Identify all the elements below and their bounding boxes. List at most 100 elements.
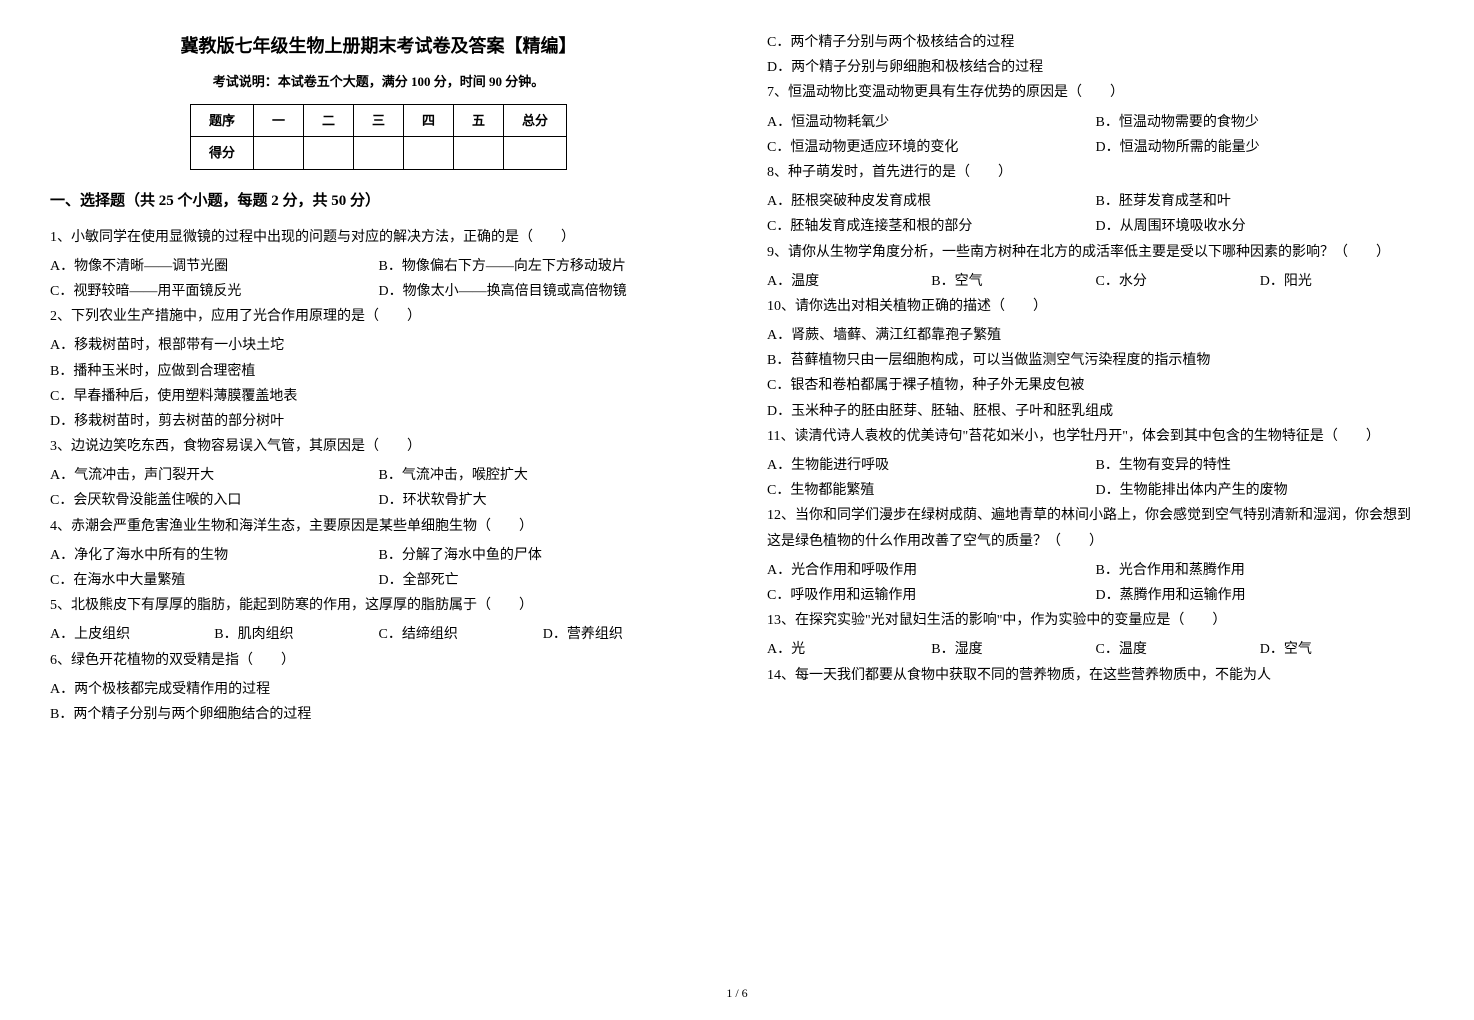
question-option: D．蒸腾作用和运输作用 [1096, 583, 1425, 608]
score-table-cell [454, 137, 504, 169]
question-option: B．气流冲击，喉腔扩大 [379, 463, 708, 488]
question-option: B．分解了海水中鱼的尸体 [379, 543, 708, 568]
section-header: 一、选择题（共 25 个小题，每题 2 分，共 50 分） [50, 188, 707, 215]
question-options: A．气流冲击，声门裂开大B．气流冲击，喉腔扩大C．会厌软骨没能盖住喉的入口D．环… [50, 463, 707, 513]
question-option: A．净化了海水中所有的生物 [50, 543, 379, 568]
question-option: B．胚芽发育成茎和叶 [1096, 189, 1425, 214]
question-stem: 2、下列农业生产措施中，应用了光合作用原理的是（ ） [50, 304, 707, 329]
question-option: C．恒温动物更适应环境的变化 [767, 135, 1096, 160]
question-option: B．苔藓植物只由一层细胞构成，可以当做监测空气污染程度的指示植物 [767, 348, 1424, 373]
question-option: B．恒温动物需要的食物少 [1096, 110, 1425, 135]
left-questions-container: 1、小敏同学在使用显微镜的过程中出现的问题与对应的解决方法，正确的是（ ） A．物… [50, 225, 707, 728]
question-option: C．呼吸作用和运输作用 [767, 583, 1096, 608]
question-option: D．从周围环境吸收水分 [1096, 214, 1425, 239]
question-option: A．两个极核都完成受精作用的过程 [50, 677, 707, 702]
question-option: B．生物有变异的特性 [1096, 453, 1425, 478]
question-stem: 13、在探究实验"光对鼠妇生活的影响"中，作为实验中的变量应是（ ） [767, 608, 1424, 633]
question-option: A．恒温动物耗氧少 [767, 110, 1096, 135]
score-table-header: 总分 [504, 104, 567, 136]
question-stem: 10、请你选出对相关植物正确的描述（ ） [767, 294, 1424, 319]
question-options: A．上皮组织B．肌肉组织C．结缔组织D．营养组织 [50, 622, 707, 647]
score-table-header: 五 [454, 104, 504, 136]
question-options: A．恒温动物耗氧少B．恒温动物需要的食物少C．恒温动物更适应环境的变化D．恒温动… [767, 110, 1424, 160]
question-option: C．生物都能繁殖 [767, 478, 1096, 503]
score-table-header: 三 [353, 104, 403, 136]
right-column: C．两个精子分别与两个极核结合的过程D．两个精子分别与卵细胞和极核结合的过程7、… [767, 30, 1424, 727]
question-options: A．胚根突破种皮发育成根B．胚芽发育成茎和叶C．胚轴发育成连接茎和根的部分D．从… [767, 189, 1424, 239]
question-option: D．物像太小——换高倍目镜或高倍物镜 [379, 279, 708, 304]
question-option: A．肾蕨、墙藓、满江红都靠孢子繁殖 [767, 323, 1424, 348]
question-option: D．全部死亡 [379, 568, 708, 593]
question-options: A．温度B．空气C．水分D．阳光 [767, 269, 1424, 294]
question-option: B．光合作用和蒸腾作用 [1096, 558, 1425, 583]
question-option: D．移栽树苗时，剪去树苗的部分树叶 [50, 409, 707, 434]
question-option: C．早春播种后，使用塑料薄膜覆盖地表 [50, 384, 707, 409]
question-option: D．环状软骨扩大 [379, 488, 708, 513]
question-option: A．光 [767, 637, 931, 662]
question-option: B．湿度 [931, 637, 1095, 662]
question-option: C．视野较暗——用平面镜反光 [50, 279, 379, 304]
score-table-cell [253, 137, 303, 169]
question-stem: 11、读清代诗人袁枚的优美诗句"苔花如米小，也学牡丹开"，体会到其中包含的生物特… [767, 424, 1424, 449]
score-table-header: 一 [253, 104, 303, 136]
question-option: D．空气 [1260, 637, 1424, 662]
question-option: A．光合作用和呼吸作用 [767, 558, 1096, 583]
question-stem: 3、边说边笑吃东西，食物容易误入气管，其原因是（ ） [50, 434, 707, 459]
question-option: D．营养组织 [543, 622, 707, 647]
question-option: B．物像偏右下方——向左下方移动玻片 [379, 254, 708, 279]
question-option: A．移栽树苗时，根部带有一小块土坨 [50, 333, 707, 358]
question-option: D．恒温动物所需的能量少 [1096, 135, 1425, 160]
question-option: B．两个精子分别与两个卵细胞结合的过程 [50, 702, 707, 727]
question-stem: 6、绿色开花植物的双受精是指（ ） [50, 648, 707, 673]
score-table-cell [303, 137, 353, 169]
score-table-cell [353, 137, 403, 169]
question-options: A．两个极核都完成受精作用的过程B．两个精子分别与两个卵细胞结合的过程 [50, 677, 707, 727]
question-option: C．会厌软骨没能盖住喉的入口 [50, 488, 379, 513]
score-table-cell [404, 137, 454, 169]
question-stem: 7、恒温动物比变温动物更具有生存优势的原因是（ ） [767, 80, 1424, 105]
question-options: A．物像不清晰——调节光圈B．物像偏右下方——向左下方移动玻片C．视野较暗——用… [50, 254, 707, 304]
document-title: 冀教版七年级生物上册期末考试卷及答案【精编】 [50, 30, 707, 62]
question-option: C．两个精子分别与两个极核结合的过程 [767, 30, 1424, 55]
question-option: C．胚轴发育成连接茎和根的部分 [767, 214, 1096, 239]
question-option: C．银杏和卷柏都属于裸子植物，种子外无果皮包被 [767, 373, 1424, 398]
question-option: B．空气 [931, 269, 1095, 294]
page-number: 1 / 6 [726, 983, 747, 1005]
question-option: C．水分 [1096, 269, 1260, 294]
score-table-header-row: 题序 一 二 三 四 五 总分 [190, 104, 566, 136]
question-stem: 4、赤潮会严重危害渔业生物和海洋生态，主要原因是某些单细胞生物（ ） [50, 514, 707, 539]
score-table-row-label: 得分 [190, 137, 253, 169]
question-stem: 8、种子萌发时，首先进行的是（ ） [767, 160, 1424, 185]
score-table-score-row: 得分 [190, 137, 566, 169]
left-column: 冀教版七年级生物上册期末考试卷及答案【精编】 考试说明：本试卷五个大题，满分 1… [50, 30, 707, 727]
question-option: A．气流冲击，声门裂开大 [50, 463, 379, 488]
question-options: A．生物能进行呼吸B．生物有变异的特性C．生物都能繁殖D．生物能排出体内产生的废… [767, 453, 1424, 503]
score-table-header: 二 [303, 104, 353, 136]
question-options: A．净化了海水中所有的生物B．分解了海水中鱼的尸体C．在海水中大量繁殖D．全部死… [50, 543, 707, 593]
score-table-cell [504, 137, 567, 169]
question-options: A．光合作用和呼吸作用B．光合作用和蒸腾作用C．呼吸作用和运输作用D．蒸腾作用和… [767, 558, 1424, 608]
question-option: C．结缔组织 [379, 622, 543, 647]
score-table: 题序 一 二 三 四 五 总分 得分 [190, 104, 567, 170]
question-stem: 9、请你从生物学角度分析，一些南方树种在北方的成活率低主要是受以下哪种因素的影响… [767, 240, 1424, 265]
question-option: A．生物能进行呼吸 [767, 453, 1096, 478]
question-stem: 1、小敏同学在使用显微镜的过程中出现的问题与对应的解决方法，正确的是（ ） [50, 225, 707, 250]
question-options: C．两个精子分别与两个极核结合的过程D．两个精子分别与卵细胞和极核结合的过程 [767, 30, 1424, 80]
right-questions-container: C．两个精子分别与两个极核结合的过程D．两个精子分别与卵细胞和极核结合的过程7、… [767, 30, 1424, 688]
question-option: A．物像不清晰——调节光圈 [50, 254, 379, 279]
exam-subtitle: 考试说明：本试卷五个大题，满分 100 分，时间 90 分钟。 [50, 70, 707, 93]
question-option: A．胚根突破种皮发育成根 [767, 189, 1096, 214]
question-option: B．肌肉组织 [214, 622, 378, 647]
question-option: B．播种玉米时，应做到合理密植 [50, 359, 707, 384]
score-table-header: 四 [404, 104, 454, 136]
question-stem: 12、当你和同学们漫步在绿树成荫、遍地青草的林间小路上，你会感觉到空气特别清新和… [767, 503, 1424, 553]
question-option: D．生物能排出体内产生的废物 [1096, 478, 1425, 503]
question-option: C．温度 [1096, 637, 1260, 662]
question-option: D．两个精子分别与卵细胞和极核结合的过程 [767, 55, 1424, 80]
question-option: A．温度 [767, 269, 931, 294]
question-option: A．上皮组织 [50, 622, 214, 647]
question-stem: 5、北极熊皮下有厚厚的脂肪，能起到防寒的作用，这厚厚的脂肪属于（ ） [50, 593, 707, 618]
question-options: A．移栽树苗时，根部带有一小块土坨B．播种玉米时，应做到合理密植C．早春播种后，… [50, 333, 707, 434]
question-options: A．肾蕨、墙藓、满江红都靠孢子繁殖B．苔藓植物只由一层细胞构成，可以当做监测空气… [767, 323, 1424, 424]
question-stem: 14、每一天我们都要从食物中获取不同的营养物质，在这些营养物质中，不能为人 [767, 663, 1424, 688]
